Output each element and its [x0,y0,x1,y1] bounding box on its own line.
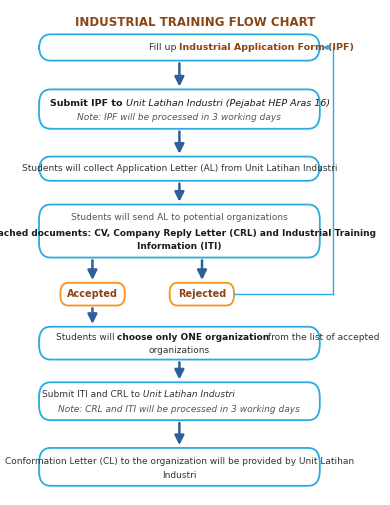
Text: Unit Latihan Industri: Unit Latihan Industri [140,390,235,399]
Text: Rejected: Rejected [178,289,226,299]
Text: Conformation Letter (CL) to the organization will be provided by Unit Latihan: Conformation Letter (CL) to the organiza… [5,457,354,466]
Text: choose only ONE organization: choose only ONE organization [117,333,269,342]
FancyBboxPatch shape [39,327,320,360]
Text: Note: CRL and ITI will be processed in 3 working days: Note: CRL and ITI will be processed in 3… [58,405,300,414]
Text: Unit Latihan Industri (Pejabat HEP Aras 16): Unit Latihan Industri (Pejabat HEP Aras … [123,98,330,108]
FancyBboxPatch shape [39,382,320,420]
Text: Industrial Application Form (IPF): Industrial Application Form (IPF) [179,43,355,52]
Text: Note: IPF will be processed in 3 working days: Note: IPF will be processed in 3 working… [77,113,282,122]
Text: Attached documents: CV, Company Reply Letter (CRL) and Industrial Training: Attached documents: CV, Company Reply Le… [0,229,376,238]
Text: Fill up: Fill up [149,43,179,52]
Text: Accepted: Accepted [67,289,118,299]
FancyBboxPatch shape [39,157,320,181]
FancyBboxPatch shape [170,283,234,306]
FancyBboxPatch shape [39,205,320,258]
Text: Students will send AL to potential organizations: Students will send AL to potential organ… [71,213,288,222]
Text: Submit ITI and CRL to: Submit ITI and CRL to [43,390,140,399]
Text: Students will: Students will [55,333,117,342]
FancyBboxPatch shape [39,448,320,486]
Text: INDUSTRIAL TRAINING FLOW CHART: INDUSTRIAL TRAINING FLOW CHART [75,16,315,29]
Text: organizations: organizations [149,346,210,355]
Text: Information (ITI): Information (ITI) [137,242,222,251]
FancyBboxPatch shape [39,34,320,61]
FancyBboxPatch shape [39,89,320,129]
Text: Industri: Industri [162,471,197,480]
Text: Students will collect Application Letter (AL) from Unit Latihan Industri: Students will collect Application Letter… [22,164,337,173]
Text: Submit IPF to: Submit IPF to [50,98,123,108]
FancyBboxPatch shape [60,283,125,306]
Text: from the list of accepted: from the list of accepted [265,333,380,342]
